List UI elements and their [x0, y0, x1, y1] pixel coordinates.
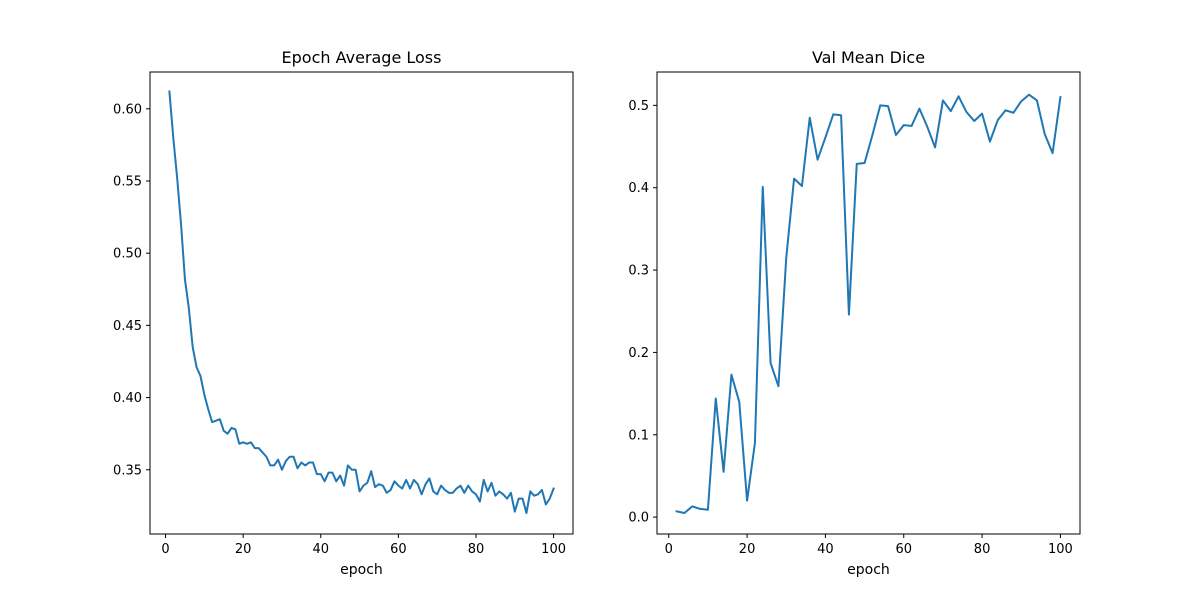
- dice-x-tick-label: 0: [665, 542, 673, 557]
- dice-chart: Val Mean Dice epoch 0 20 40 60 80 100 0.0 0.1 0.…: [628, 48, 1081, 578]
- loss-y-tick-label: 0.60: [113, 102, 142, 117]
- dice-chart-title: Val Mean Dice: [812, 48, 925, 67]
- loss-series-line: [168, 90, 555, 515]
- dice-y-tick-label: 0.1: [628, 428, 649, 443]
- loss-x-tick-label: 60: [390, 542, 407, 557]
- loss-y-tick-label: 0.45: [113, 319, 142, 334]
- loss-plot-frame: [149, 71, 574, 535]
- loss-chart-xlabel: epoch: [340, 562, 383, 578]
- dice-series-line: [675, 93, 1062, 514]
- loss-y-tick-label: 0.50: [113, 247, 142, 262]
- loss-chart: Epoch Average Loss epoch 0 20 40 60 80 100 0.3…: [113, 48, 574, 578]
- loss-chart-title: Epoch Average Loss: [282, 48, 442, 67]
- dice-y-tick-label: 0.0: [628, 511, 649, 526]
- dice-y-tick-label: 0.5: [628, 99, 649, 114]
- loss-x-tick-label: 100: [541, 542, 566, 557]
- dice-x-tick-label: 60: [895, 542, 912, 557]
- dice-x-tick-label: 80: [974, 542, 991, 557]
- dice-x-tick-label: 20: [739, 542, 756, 557]
- loss-x-tick-label: 0: [161, 542, 169, 557]
- dice-plot-frame: [656, 71, 1081, 535]
- loss-x-tick-label: 20: [235, 542, 252, 557]
- loss-y-tick-label: 0.35: [113, 463, 142, 478]
- dice-y-tick-label: 0.2: [628, 346, 649, 361]
- loss-x-tick-label: 80: [468, 542, 485, 557]
- loss-y-tick-label: 0.55: [113, 175, 142, 190]
- dice-x-tick-label: 40: [817, 542, 834, 557]
- dice-x-tick-label: 100: [1048, 542, 1073, 557]
- dice-y-tick-label: 0.3: [628, 264, 649, 279]
- dice-chart-xlabel: epoch: [847, 562, 890, 578]
- loss-x-tick-label: 40: [312, 542, 329, 557]
- dice-y-tick-label: 0.4: [628, 181, 649, 196]
- loss-y-tick-label: 0.40: [113, 391, 142, 406]
